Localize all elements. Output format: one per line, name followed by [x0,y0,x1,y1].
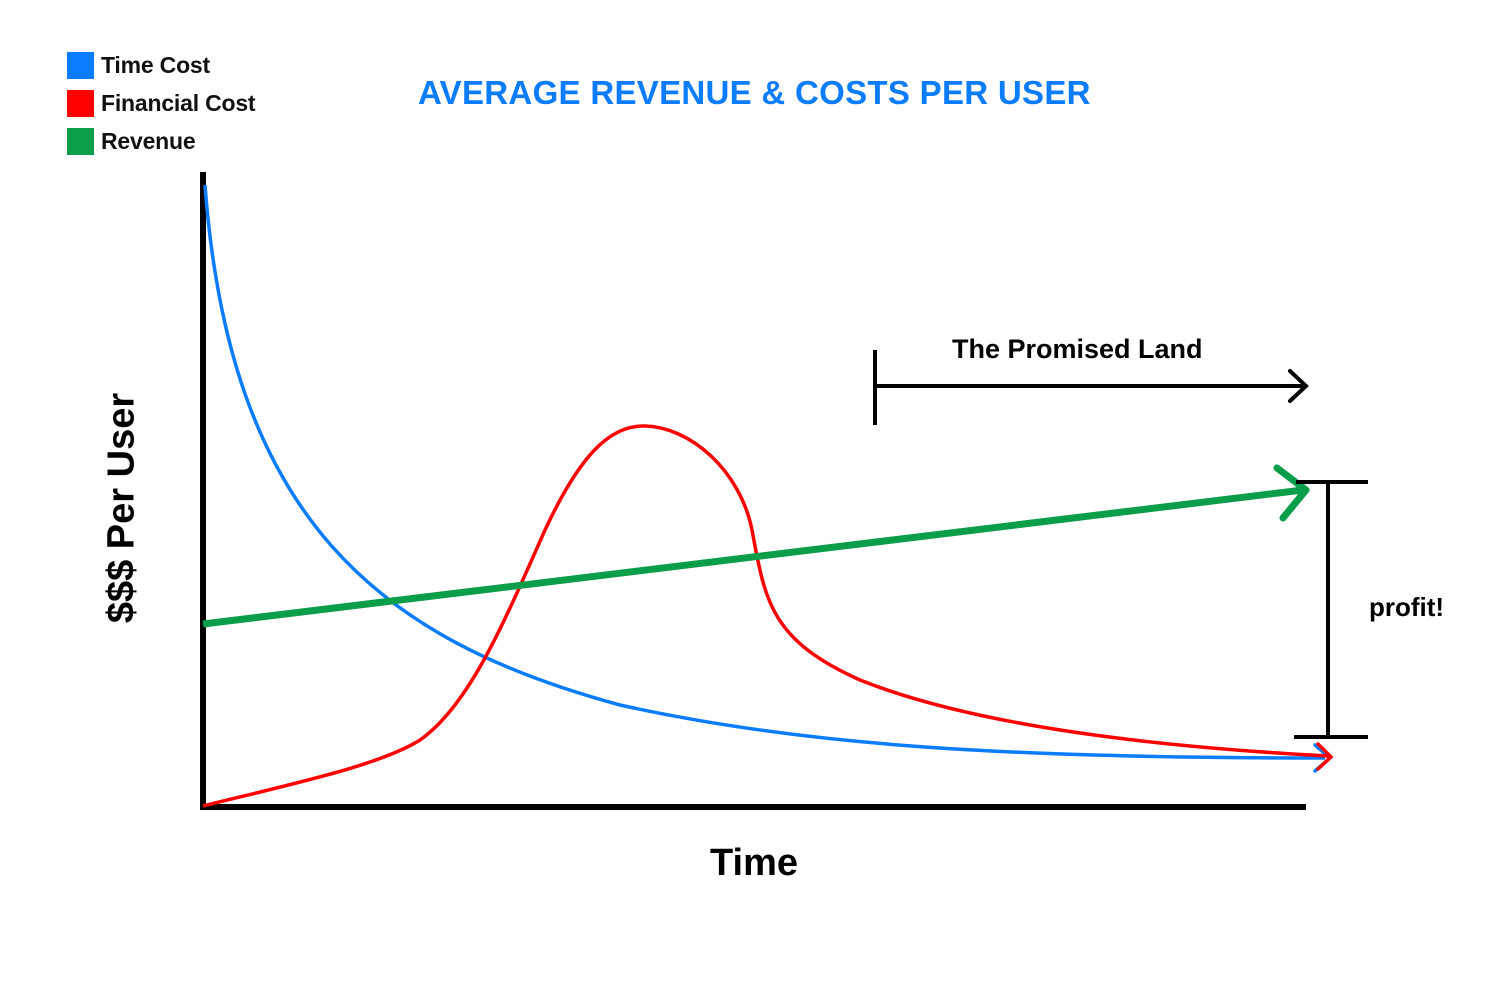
time-cost-line [203,184,1326,760]
legend-label: Revenue [101,127,196,154]
financial-cost-arrowhead [1316,742,1334,771]
x-axis-label: Time [710,842,799,884]
legend-item-revenue: Revenue [67,122,255,160]
revenue-swatch [67,127,94,155]
y-axis-label: $$$ Per User [100,392,143,624]
time-cost-swatch [67,51,94,79]
chart-title: AVERAGE REVENUE & COSTS PER USER [418,74,1091,111]
revenue-line [202,486,1304,628]
legend-label: Financial Cost [101,89,256,116]
legend-item-time-cost: Time Cost [67,46,255,84]
legend-label: Time Cost [101,51,210,78]
profit-annotation: profit! [1369,592,1445,622]
financial-cost-swatch [67,89,94,117]
promised-land-annotation: The Promised Land [952,334,1203,364]
financial-cost-line [202,424,1329,808]
chart-legend: Time Cost Financial Cost Revenue [67,46,256,160]
promised-land-arrowhead [1288,369,1309,403]
revenue-arrowhead [1273,464,1310,522]
legend-item-financial-cost: Financial Cost [67,84,256,122]
